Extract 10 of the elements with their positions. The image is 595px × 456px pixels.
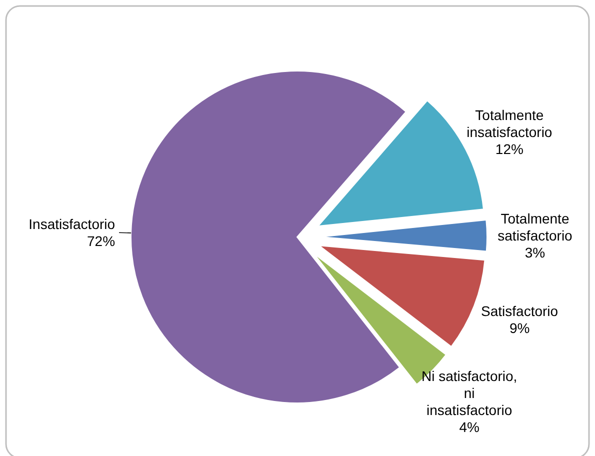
data-label: 12% [495,141,524,158]
data-label: 4% [459,419,480,436]
slice-label: Totalmente satisfactorio [498,210,573,244]
slice-label: Totalmente insatisfactorio [466,107,552,140]
slice-label: Ni satisfactorio, ni insatisfactorio [421,368,518,418]
slice-label: Satisfactorio [481,302,558,319]
data-label: 72% [87,233,116,250]
data-label: 3% [524,244,546,260]
slice-label: Insatisfactorio [28,216,116,232]
data-label: 9% [509,320,530,336]
